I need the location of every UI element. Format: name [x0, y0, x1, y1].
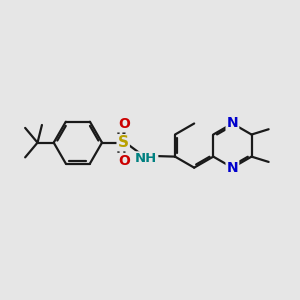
Text: S: S	[118, 135, 129, 150]
Text: N: N	[226, 116, 238, 130]
Text: O: O	[118, 117, 130, 131]
Text: N: N	[226, 161, 238, 175]
Text: NH: NH	[135, 152, 157, 165]
Text: O: O	[118, 154, 130, 168]
